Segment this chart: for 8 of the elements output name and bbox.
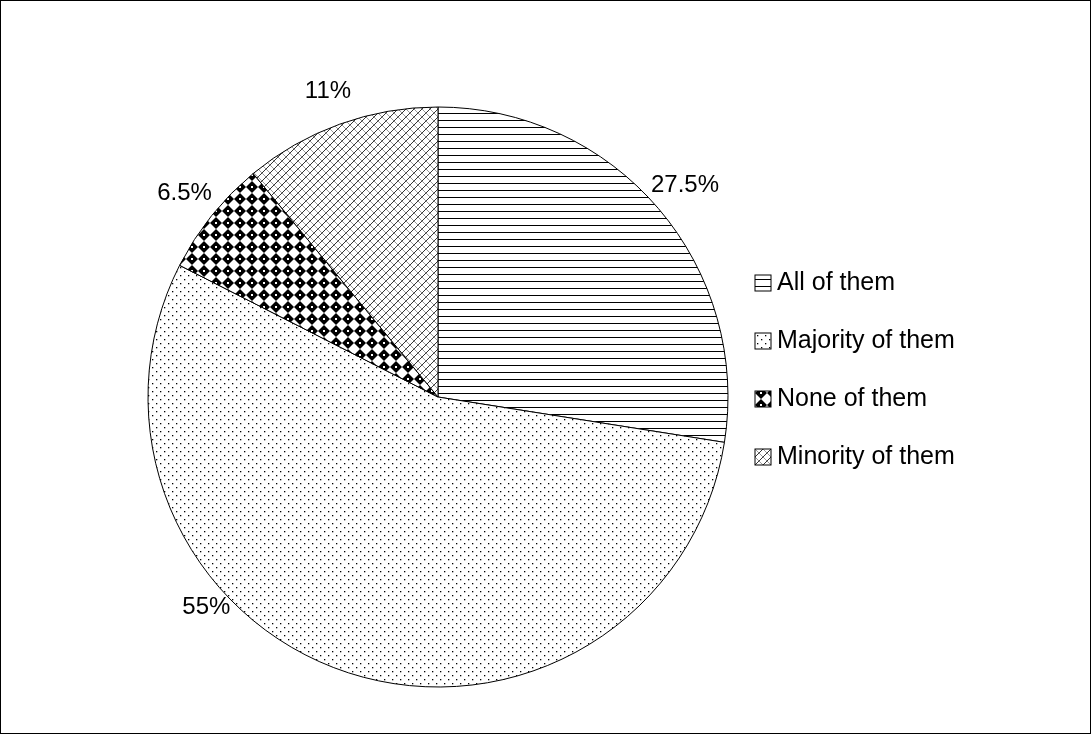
- data-label: 55%: [182, 592, 231, 620]
- legend-label: Minority of them: [777, 440, 955, 469]
- data-label: 11%: [304, 75, 352, 103]
- data-label: 27.5%: [650, 170, 720, 198]
- legend-label: All of them: [777, 266, 896, 295]
- legend-label: None of them: [777, 382, 928, 411]
- legend-label: Majority of them: [777, 324, 955, 353]
- data-label: 6.5%: [157, 178, 212, 206]
